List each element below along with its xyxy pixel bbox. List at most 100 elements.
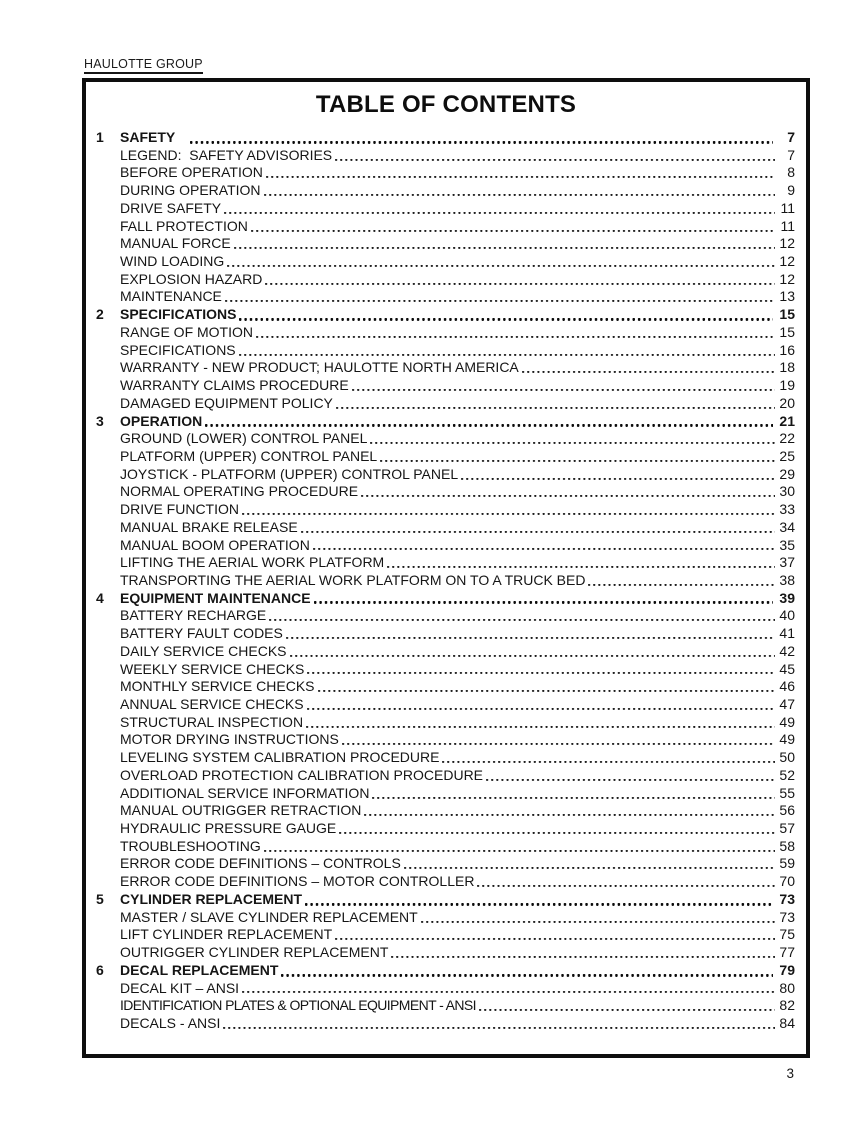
toc-entry-row: MONTHLY SERVICE CHECKS 46 — [96, 678, 795, 696]
toc-entry-page: 35 — [779, 536, 795, 553]
toc-entry-title: MASTER / SLAVE CYLINDER REPLACEMENT — [120, 908, 418, 925]
toc-entry-row: PLATFORM (UPPER) CONTROL PANEL 25 — [96, 447, 795, 466]
dot-leader — [372, 784, 775, 803]
dot-leader — [242, 501, 775, 519]
toc-entry-page: 16 — [779, 341, 795, 358]
toc-entry-row: MOTOR DRYING INSTRUCTIONS 49 — [96, 731, 795, 750]
toc-entry-page: 84 — [779, 1014, 795, 1031]
dot-leader — [223, 1014, 775, 1033]
toc-entry-title: ADDITIONAL SERVICE INFORMATION — [120, 784, 370, 801]
dot-leader — [224, 199, 775, 218]
dot-leader — [478, 997, 775, 1015]
toc-entry-title: DURING OPERATION — [120, 182, 261, 199]
toc-section-page: 15 — [779, 306, 795, 323]
toc-entry-title: WARRANTY CLAIMS PROCEDURE — [120, 377, 349, 394]
toc-entry-page: 9 — [787, 182, 795, 199]
toc-entry-title: TROUBLESHOOTING — [120, 837, 261, 854]
dot-leader — [239, 306, 773, 324]
toc-entry-row: ERROR CODE DEFINITIONS – MOTOR CONTROLLE… — [96, 873, 795, 891]
dot-leader — [238, 341, 775, 360]
dot-leader — [269, 607, 775, 626]
toc-entry-title: DRIVE SAFETY — [120, 199, 222, 216]
toc-entry-page: 56 — [779, 802, 795, 819]
dot-leader — [341, 731, 775, 750]
toc-section-page: 7 — [787, 129, 795, 145]
toc-section-row: 5 CYLINDER REPLACEMENT 73 — [96, 890, 795, 909]
toc-entry-title: NORMAL OPERATING PROCEDURE — [120, 483, 359, 500]
toc-entry-row: MANUAL OUTRIGGER RETRACTION 56 — [96, 802, 795, 821]
toc-entry-page: 73 — [779, 908, 795, 925]
toc-entry-page: 40 — [779, 607, 795, 624]
dot-leader — [265, 270, 775, 289]
toc-entry-page: 80 — [779, 979, 795, 996]
dot-leader — [250, 217, 775, 236]
dot-leader — [265, 164, 775, 183]
toc-box: TABLE OF CONTENTS 1 SAFETY 7 LEGEND: SAFETY… — [82, 78, 810, 1058]
toc-entry-row: ANNUAL SERVICE CHECKS 47 — [96, 696, 795, 714]
toc-entry-title: GROUND (LOWER) CONTROL PANEL — [120, 430, 368, 447]
toc-entry-page: 15 — [779, 323, 795, 340]
toc-entry-row: DAILY SERVICE CHECKS 42 — [96, 642, 795, 661]
toc-entry-page: 11 — [780, 217, 795, 234]
toc-entry-title: RANGE OF MOTION — [120, 323, 253, 340]
toc-entry-title: BATTERY FAULT CODES — [120, 625, 283, 642]
toc-entry-page: 45 — [779, 660, 795, 677]
toc-entry-row: ERROR CODE DEFINITIONS – CONTROLS 59 — [96, 855, 795, 874]
toc-entry-row: BEFORE OPERATION 8 — [96, 164, 795, 183]
dot-leader — [521, 359, 775, 378]
toc-entry-page: 58 — [779, 837, 795, 854]
toc-entry-title: DAMAGED EQUIPMENT POLICY — [120, 394, 333, 411]
dot-leader — [289, 642, 775, 661]
toc-entry-title: MANUAL OUTRIGGER RETRACTION — [120, 802, 362, 819]
dot-leader — [387, 554, 775, 572]
toc-entry-page: 70 — [779, 873, 795, 890]
toc-entry-page: 19 — [779, 377, 795, 394]
dot-leader — [224, 288, 775, 307]
toc-entry-page: 49 — [779, 713, 795, 730]
toc-entry-page: 25 — [779, 447, 795, 464]
toc-entry-title: ANNUAL SERVICE CHECKS — [120, 696, 304, 712]
toc-entry-page: 55 — [779, 784, 795, 801]
toc-entry-page: 30 — [779, 483, 795, 500]
toc-entry-title: DECALS - ANSI — [120, 1014, 221, 1031]
toc-entry-row: LIFT CYLINDER REPLACEMENT 75 — [96, 926, 795, 945]
toc-section-number: 5 — [96, 890, 104, 907]
toc-section-number: 3 — [96, 412, 104, 429]
toc-section-title: SAFETY — [120, 129, 176, 145]
toc-entry-title: MONTHLY SERVICE CHECKS — [120, 678, 315, 695]
toc-entry-row: MANUAL FORCE 12 — [96, 235, 795, 254]
toc-entry-row: DAMAGED EQUIPMENT POLICY 20 — [96, 394, 795, 413]
toc-section-row: 4 EQUIPMENT MAINTENANCE 39 — [96, 589, 795, 608]
toc-entry-page: 49 — [779, 731, 795, 748]
toc-section-page: 79 — [779, 961, 795, 978]
toc-section-number: 2 — [96, 306, 104, 323]
dot-leader — [227, 253, 775, 271]
toc-entry-page: 82 — [779, 997, 795, 1014]
toc-entry-row: LEVELING SYSTEM CALIBRATION PROCEDURE 50 — [96, 749, 795, 767]
toc-section-row: 3 OPERATION 21 — [96, 412, 795, 431]
toc-entry-title: IDENTIFICATION PLATES & OPTIONAL EQUIPME… — [120, 997, 477, 1014]
dot-leader — [256, 323, 775, 342]
toc-entry-title: PLATFORM (UPPER) CONTROL PANEL — [120, 447, 378, 464]
toc-entry-page: 29 — [779, 465, 795, 482]
toc-entry-page: 52 — [779, 766, 795, 783]
toc-entry-row: DURING OPERATION 9 — [96, 182, 795, 200]
toc-entry-row: LIFTING THE AERIAL WORK PLATFORM 37 — [96, 554, 795, 572]
dot-leader — [312, 536, 775, 555]
toc-entry-row: MASTER / SLAVE CYLINDER REPLACEMENT 73 — [96, 908, 795, 927]
dot-leader — [263, 837, 775, 856]
toc-entry-row: GROUND (LOWER) CONTROL PANEL 22 — [96, 430, 795, 448]
toc-entry-title: OVERLOAD PROTECTION CALIBRATION PROCEDUR… — [120, 766, 484, 783]
toc-entry-page: 8 — [787, 164, 795, 181]
dot-leader — [335, 146, 775, 165]
toc-section-title: CYLINDER REPLACEMENT — [120, 890, 303, 907]
toc-entry-page: 41 — [779, 625, 795, 642]
dot-leader — [335, 394, 775, 413]
toc-entry-page: 20 — [779, 394, 795, 411]
toc-entry-page: 34 — [779, 518, 795, 535]
dot-leader — [588, 571, 775, 590]
toc-entry-title: MANUAL FORCE — [120, 235, 231, 252]
toc-section-row: 6 DECAL REPLACEMENT 79 — [96, 961, 795, 980]
toc-entry-title: BATTERY RECHARGE — [120, 607, 267, 624]
dot-leader — [306, 696, 775, 714]
